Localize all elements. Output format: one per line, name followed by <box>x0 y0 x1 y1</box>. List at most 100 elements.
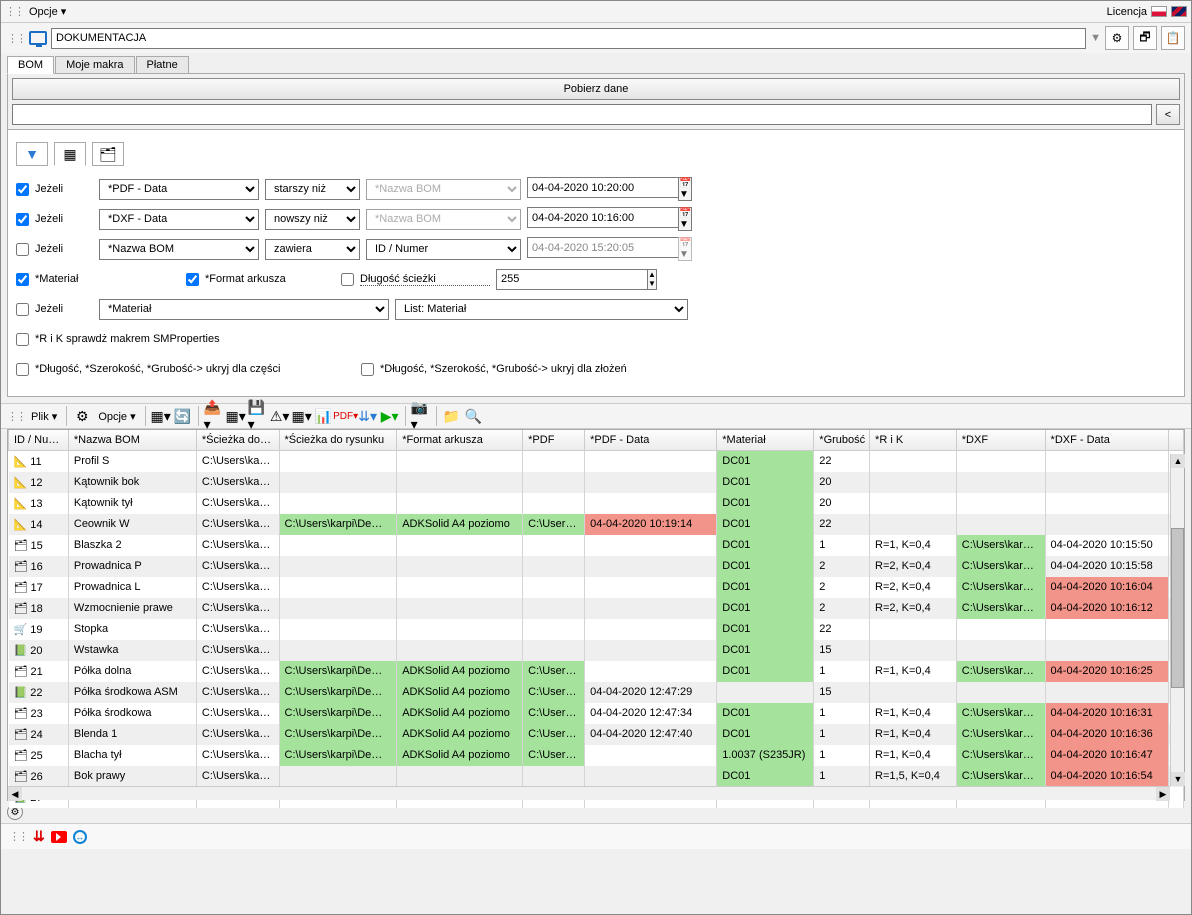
down-arrows-icon[interactable]: ⇊▾ <box>358 406 378 426</box>
calendar-icon[interactable]: 📅▼ <box>678 177 692 201</box>
export-icon[interactable]: 📤▾ <box>204 406 224 426</box>
filter5-checkbox[interactable] <box>16 303 29 316</box>
calendar-icon[interactable]: 📅▼ <box>678 207 692 231</box>
filter1-op[interactable]: starszy niż <box>265 179 360 200</box>
filter2-op[interactable]: nowszy niż <box>265 209 360 230</box>
pobierz-dane-button[interactable]: Pobierz dane <box>12 78 1180 100</box>
tab-moje-makra[interactable]: Moje makra <box>55 56 134 73</box>
warn-icon[interactable]: ⚠▾ <box>270 406 290 426</box>
main-tabs: BOM Moje makra Płatne <box>1 53 1191 73</box>
column-header[interactable]: *Ścieżka do rysunku <box>279 430 397 451</box>
table-row[interactable]: 🗂 15Blaszka 2C:\Users\ka…DC011R=1, K=0,4… <box>9 535 1184 556</box>
table-row[interactable]: 🛒 19StopkaC:\Users\ka…DC0122 <box>9 619 1184 640</box>
dlugosc-label: Długość ścieżki <box>360 273 490 286</box>
column-header[interactable]: *PDF <box>523 430 585 451</box>
save-icon[interactable]: 💾▾ <box>248 406 268 426</box>
monitor-icon[interactable] <box>29 31 47 45</box>
back-button[interactable]: < <box>1156 104 1180 125</box>
layout-icon[interactable]: ▦▾ <box>292 406 312 426</box>
material-label: *Materiał <box>35 273 180 285</box>
filter-row-4: *Materiał *Format arkusza Długość ścieżk… <box>16 264 1176 294</box>
grip-icon: ⋮⋮ <box>7 410 25 423</box>
gear-button[interactable]: ⚙ <box>1105 26 1129 50</box>
vertical-scrollbar[interactable]: ▲ ▼ <box>1170 454 1184 786</box>
tab-platne[interactable]: Płatne <box>136 56 189 73</box>
filter1-checkbox[interactable] <box>16 183 29 196</box>
rik-checkbox[interactable] <box>16 333 29 346</box>
search-input[interactable] <box>12 104 1152 125</box>
play-icon[interactable]: ▶▾ <box>380 406 400 426</box>
table-row[interactable]: 🗂 16Prowadnica PC:\Users\ka…DC012R=2, K=… <box>9 556 1184 577</box>
filter3-col[interactable]: ID / Numer <box>366 239 521 260</box>
filter1-datetime[interactable] <box>527 177 678 198</box>
folder-icon[interactable]: 📁 <box>442 406 462 426</box>
hide1-checkbox[interactable] <box>16 363 29 376</box>
pdf-icon[interactable]: PDF▾ <box>336 406 356 426</box>
table-row[interactable]: 🗂 23Półka środkowaC:\Users\ka…C:\Users\k… <box>9 703 1184 724</box>
grid-icon[interactable]: ▦▾ <box>226 406 246 426</box>
opcje-menu-2[interactable]: Opcje ▾ <box>94 408 139 425</box>
windows-button[interactable]: 🗗 <box>1133 26 1157 50</box>
filter-tab-funnel[interactable]: ▼ <box>16 142 48 166</box>
filter2-datetime[interactable] <box>527 207 678 228</box>
table-row[interactable]: 📐 13Kątownik tyłC:\Users\ka…DC0120 <box>9 493 1184 514</box>
filter5-list[interactable]: List: Materiał <box>395 299 688 320</box>
refresh-icon[interactable]: 🔄 <box>173 406 193 426</box>
column-header[interactable]: *DXF <box>956 430 1045 451</box>
column-header[interactable]: *Ścieżka do… <box>196 430 279 451</box>
column-header[interactable]: *Format arkusza <box>397 430 523 451</box>
column-header[interactable]: *DXF - Data <box>1045 430 1169 451</box>
table-row[interactable]: 📗 22Półka środkowa ASMC:\Users\ka…C:\Use… <box>9 682 1184 703</box>
table-row[interactable]: 📐 14Ceownik WC:\Users\ka…C:\Users\karpi\… <box>9 514 1184 535</box>
column-header[interactable]: *Nazwa BOM <box>68 430 196 451</box>
dlugosc-checkbox[interactable] <box>341 273 354 286</box>
table-row[interactable]: 🗂 24Blenda 1C:\Users\ka…C:\Users\karpi\D… <box>9 724 1184 745</box>
flag-uk-icon[interactable] <box>1171 6 1187 17</box>
table-row[interactable]: 🗂 18Wzmocnienie praweC:\Users\ka…DC012R=… <box>9 598 1184 619</box>
table-row[interactable]: 🗂 25Blacha tyłC:\Users\ka…C:\Users\karpi… <box>9 745 1184 766</box>
table-row[interactable]: 🗂 17Prowadnica LC:\Users\ka…DC012R=2, K=… <box>9 577 1184 598</box>
filter3-checkbox[interactable] <box>16 243 29 256</box>
settings-icon[interactable]: ⚙ <box>72 406 92 426</box>
licencja-label[interactable]: Licencja <box>1107 6 1147 18</box>
table-icon[interactable]: ▦▾ <box>151 406 171 426</box>
material-checkbox[interactable] <box>16 273 29 286</box>
hide2-checkbox[interactable] <box>361 363 374 376</box>
column-header[interactable]: *R i K <box>870 430 957 451</box>
filter3-field[interactable]: *Nazwa BOM <box>99 239 259 260</box>
table-row[interactable]: 📗 20WstawkaC:\Users\ka…DC0115 <box>9 640 1184 661</box>
filter3-op[interactable]: zawiera <box>265 239 360 260</box>
table-row[interactable]: 📐 11Profil SC:\Users\ka…DC0122 <box>9 451 1184 472</box>
filter2-field[interactable]: *DXF - Data <box>99 209 259 230</box>
column-header[interactable]: ID / Nu… <box>9 430 69 451</box>
opcje-menu[interactable]: Opcje ▾ <box>23 3 72 20</box>
youtube-icon[interactable] <box>51 831 67 843</box>
table-row[interactable]: 🗂 21Półka dolnaC:\Users\ka…C:\Users\karp… <box>9 661 1184 682</box>
filter-tab-layers[interactable]: 🗂 <box>92 142 124 166</box>
tab-bom[interactable]: BOM <box>7 56 54 74</box>
table-row[interactable]: 🗂 26Bok prawyC:\Users\ka…DC011R=1,5, K=0… <box>9 766 1184 787</box>
filter-tab-grid[interactable]: ▦ <box>54 142 86 166</box>
collapse-icon[interactable]: ⇊ <box>33 828 45 845</box>
column-header[interactable]: *PDF - Data <box>585 430 717 451</box>
main-path-combo[interactable] <box>51 28 1086 49</box>
fetch-panel: Pobierz dane < <box>7 73 1185 129</box>
copy-button[interactable]: 📋 <box>1161 26 1185 50</box>
column-header[interactable]: *Grubość <box>814 430 870 451</box>
filter5-field[interactable]: *Materiał <box>99 299 389 320</box>
plik-menu[interactable]: Plik ▾ <box>27 408 61 425</box>
camera-icon[interactable]: 📷▾ <box>411 406 431 426</box>
horizontal-scrollbar[interactable]: ◀ ▶ <box>8 786 1170 800</box>
length-input[interactable] <box>496 269 647 290</box>
filter2-checkbox[interactable] <box>16 213 29 226</box>
flag-pl-icon[interactable] <box>1151 6 1167 17</box>
search-icon[interactable]: 🔍 <box>464 406 484 426</box>
teamviewer-icon[interactable]: ↔ <box>73 830 87 844</box>
chart-icon[interactable]: 📊 <box>314 406 334 426</box>
spinner-icon[interactable]: ▲▼ <box>647 269 657 290</box>
column-header[interactable]: *Materiał <box>717 430 814 451</box>
table-row[interactable]: 📐 12Kątownik bokC:\Users\ka…DC0120 <box>9 472 1184 493</box>
filter1-field[interactable]: *PDF - Data <box>99 179 259 200</box>
filter3-datetime <box>527 237 678 258</box>
format-checkbox[interactable] <box>186 273 199 286</box>
